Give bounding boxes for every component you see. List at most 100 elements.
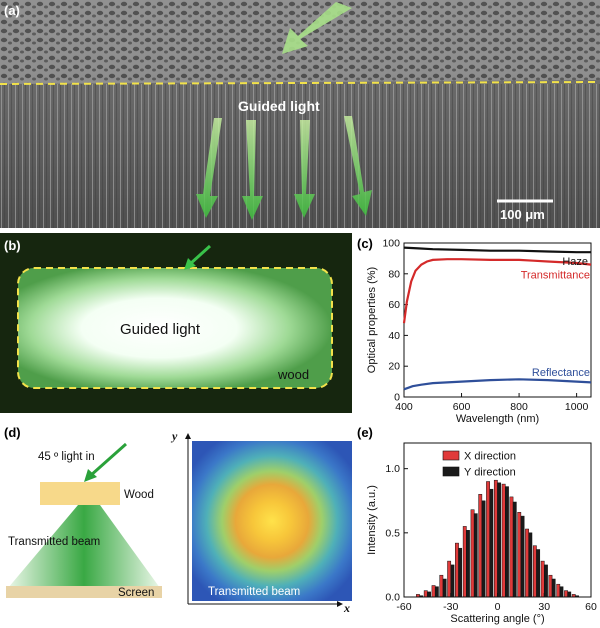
series-haze bbox=[403, 246, 591, 254]
wood-label-b: wood bbox=[277, 367, 309, 382]
scale-bar-label: 100 μm bbox=[500, 207, 545, 222]
bar-x-direction bbox=[423, 590, 428, 598]
panel-d-beam-map: y x Transmitted beam bbox=[170, 429, 352, 615]
bar-x-direction bbox=[478, 494, 483, 598]
series-label-haze: Haze bbox=[562, 256, 588, 268]
map-caption: Transmitted beam bbox=[208, 586, 300, 598]
bar-y-direction bbox=[466, 530, 470, 598]
bar-y-direction bbox=[512, 501, 517, 598]
incident-light-arrow-icon bbox=[282, 2, 352, 54]
bar-y-direction bbox=[528, 532, 533, 598]
chart-e-xtick-label: -30 bbox=[443, 601, 458, 613]
bar-y-direction bbox=[434, 586, 439, 598]
bar-y-direction bbox=[505, 486, 509, 598]
bar-y-direction bbox=[450, 564, 455, 598]
chart-c-xtick-label: 400 bbox=[395, 401, 413, 413]
bar-x-direction bbox=[470, 509, 475, 598]
bar-x-direction bbox=[455, 542, 459, 598]
chart-e-legend: X direction Y direction bbox=[442, 450, 516, 479]
bar-x-direction bbox=[548, 574, 553, 598]
series-reflectance bbox=[403, 378, 592, 391]
bar-y-direction bbox=[481, 500, 486, 598]
incident-light-arrow-icon-b bbox=[184, 244, 212, 270]
bar-x-direction bbox=[439, 574, 444, 598]
chart-c-ytick-label: 80 bbox=[388, 268, 400, 280]
panel-a-sem-image: Guided light 100 μm (a) bbox=[0, 0, 600, 228]
bar-x-direction bbox=[532, 545, 537, 598]
chart-e-ytick-label: 0.5 bbox=[385, 527, 400, 539]
bar-y-direction bbox=[567, 591, 572, 598]
screen-bar bbox=[6, 586, 162, 598]
bar-y-direction bbox=[559, 586, 564, 598]
chart-c-ytick-label: 100 bbox=[382, 238, 400, 250]
bar-y-direction bbox=[489, 488, 494, 598]
bar-y-direction bbox=[427, 591, 431, 598]
panel-d-schematic: (d) 45 º light in Wood Transmitted beam … bbox=[4, 425, 162, 599]
panel-d-label: (d) bbox=[4, 425, 21, 440]
optical-properties-chart: (c) 400 600 800 1000 0 20 40 60 80 100 Wavelength… bbox=[357, 236, 592, 425]
chart-c-xtick-label: 800 bbox=[510, 401, 528, 413]
bar-y-direction bbox=[473, 513, 478, 598]
panel-c-label: (c) bbox=[357, 236, 373, 251]
map-y-label: y bbox=[170, 429, 178, 443]
chart-c-xtick-label: 1000 bbox=[565, 401, 589, 413]
chart-e-xtick-label: -60 bbox=[396, 601, 411, 613]
chart-c-xtick-label: 600 bbox=[453, 401, 471, 413]
chart-e-xtick-label: 60 bbox=[585, 601, 597, 613]
wood-block bbox=[40, 482, 120, 505]
series-transmittance bbox=[402, 258, 592, 324]
bar-x-direction bbox=[493, 479, 498, 598]
beam-intensity-map bbox=[192, 441, 352, 601]
bar-y-direction bbox=[497, 482, 502, 598]
chart-e-xlabel: Scattering angle (°) bbox=[450, 613, 544, 625]
bar-y-direction bbox=[458, 547, 463, 598]
legend-swatch-y bbox=[442, 466, 460, 477]
bar-y-direction bbox=[520, 515, 525, 598]
panel-b-label: (b) bbox=[4, 238, 21, 253]
guided-light-label-a: Guided light bbox=[238, 98, 320, 114]
bar-x-direction bbox=[431, 585, 436, 598]
bar-y-direction bbox=[544, 564, 548, 598]
bar-x-direction bbox=[525, 528, 529, 598]
map-x-label: x bbox=[343, 601, 350, 615]
guided-light-label-b: Guided light bbox=[120, 321, 201, 338]
bar-x-direction bbox=[556, 583, 561, 598]
chart-c-ytick-label: 20 bbox=[388, 361, 400, 373]
bar-x-direction bbox=[564, 590, 568, 598]
series-label-reflectance: Reflectance bbox=[532, 367, 590, 379]
bar-x-direction bbox=[447, 560, 452, 598]
legend-label-x: X direction bbox=[464, 451, 516, 463]
screen-label: Screen bbox=[118, 587, 154, 599]
transmitted-beam-cone bbox=[8, 505, 160, 588]
legend-swatch-x bbox=[442, 450, 460, 461]
chart-c-ytick-label: 0 bbox=[394, 392, 400, 404]
bar-y-direction bbox=[551, 578, 556, 598]
panel-b-photo: Guided light wood (b) bbox=[0, 233, 352, 413]
chart-c-ylabel: Optical properties (%) bbox=[366, 267, 378, 373]
wood-outline-dashed bbox=[17, 267, 333, 389]
chart-e-xtick-label: 0 bbox=[495, 601, 501, 613]
chart-c-xlabel: Wavelength (nm) bbox=[456, 413, 539, 425]
bar-x-direction bbox=[509, 496, 514, 598]
panel-a-label: (a) bbox=[4, 3, 20, 18]
bar-x-direction bbox=[501, 483, 506, 598]
wood-label-d: Wood bbox=[124, 489, 154, 501]
chart-e-ytick-label: 0.0 bbox=[385, 592, 400, 604]
interface-dashed-line bbox=[0, 81, 600, 85]
light-in-label: 45 º light in bbox=[38, 451, 95, 463]
chart-e-ytick-label: 1.0 bbox=[385, 463, 400, 475]
bar-x-direction bbox=[462, 526, 467, 598]
panel-e-label: (e) bbox=[357, 425, 373, 440]
chart-e-xtick-label: 30 bbox=[538, 601, 550, 613]
chart-c-ytick-label: 40 bbox=[388, 330, 400, 342]
series-label-transmittance: Transmittance bbox=[521, 270, 590, 282]
bar-x-direction bbox=[540, 560, 545, 598]
guided-light-arrows-icon bbox=[196, 116, 372, 220]
bar-y-direction bbox=[442, 578, 447, 598]
light-in-arrow-icon bbox=[84, 442, 127, 482]
bar-y-direction bbox=[536, 549, 541, 598]
transmitted-beam-label: Transmitted beam bbox=[8, 536, 100, 548]
chart-c-ytick-label: 60 bbox=[388, 299, 400, 311]
bar-x-direction bbox=[517, 512, 522, 598]
